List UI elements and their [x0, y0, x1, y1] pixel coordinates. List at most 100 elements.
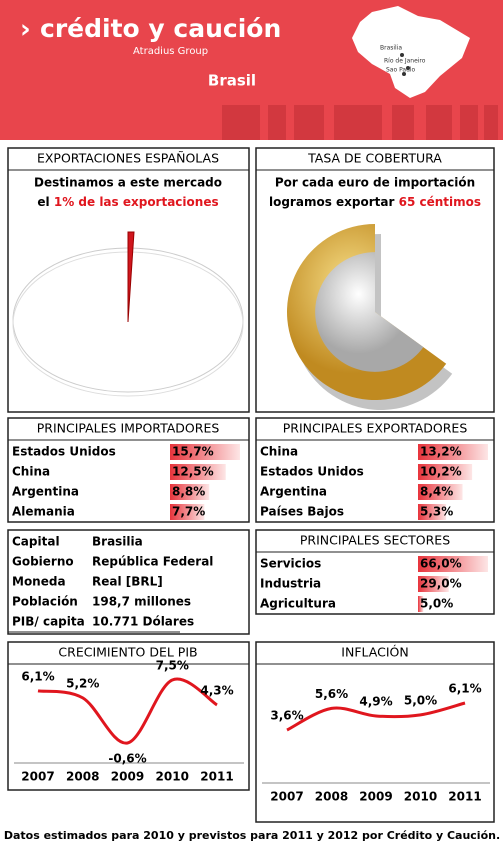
country: Brasil: [208, 72, 256, 90]
row-label: Alemania: [12, 505, 75, 519]
bar: [418, 444, 488, 460]
value-label: 12,5%: [172, 465, 214, 479]
value-label: 29,0%: [420, 577, 462, 591]
panel: [7, 147, 250, 413]
bar: [170, 464, 226, 480]
value-label: 7,5%: [156, 659, 189, 673]
info-value: República Federal: [92, 555, 213, 569]
info-value: Real [BRL]: [92, 575, 163, 589]
map: [352, 6, 470, 98]
bar: [170, 484, 210, 500]
panel-title: PRINCIPALES IMPORTADORES: [37, 421, 220, 436]
row-label: Industria: [260, 577, 321, 591]
bar: [418, 484, 463, 500]
panel-title: CRECIMIENTO DEL PIB: [58, 645, 197, 660]
bar: [170, 504, 205, 520]
value-label: 5,0%: [420, 597, 453, 611]
bar: [170, 444, 240, 460]
panel-title: PRINCIPALES SECTORES: [300, 533, 450, 548]
x-tick-label: 2008: [315, 790, 348, 804]
map-dot: [400, 53, 404, 57]
info-label: Gobierno: [12, 555, 74, 569]
value-label: 65 céntimos: [399, 195, 481, 209]
value-label: 4,9%: [359, 694, 392, 708]
text: logramos exportar: [269, 195, 394, 209]
row-label: Servicios: [260, 557, 321, 571]
x-tick-label: 2010: [156, 770, 189, 784]
panel-title: EXPORTACIONES ESPAÑOLAS: [37, 151, 219, 166]
map-dot: [406, 66, 410, 70]
value-label: 5,0%: [404, 693, 437, 707]
map-label: Sao Paulo: [386, 67, 416, 74]
value-label: 8,4%: [420, 485, 453, 499]
info-label: PIB/ capita: [12, 615, 85, 629]
pie-slice: [127, 231, 135, 323]
row-label: Países Bajos: [260, 505, 344, 519]
row-label: Agricultura: [260, 597, 336, 611]
info-label: Moneda: [12, 575, 66, 589]
x-tick-label: 2009: [359, 790, 392, 804]
header-deco: [222, 105, 498, 140]
panel-title: TASA DE COBERTURA: [307, 151, 442, 166]
value-label: 6,1%: [448, 682, 481, 696]
info-label: Capital: [12, 535, 60, 549]
value-label: 1%: [54, 195, 74, 209]
row-label: Estados Unidos: [12, 445, 116, 459]
panel: [7, 529, 250, 635]
bar: [418, 464, 473, 480]
bar: [418, 576, 449, 592]
text: Por cada euro de importación: [275, 176, 475, 190]
bar: [418, 596, 424, 612]
row-label: Estados Unidos: [260, 465, 364, 479]
value-label: 6,1%: [21, 669, 54, 683]
value-label: 13,2%: [420, 445, 462, 459]
x-tick-label: 2007: [270, 790, 303, 804]
x-tick-label: 2007: [21, 770, 54, 784]
map-label: Brasilia: [380, 45, 402, 52]
value-label: 8,8%: [172, 485, 205, 499]
brand: crédito y caución: [40, 14, 281, 43]
value-label: 4,3%: [200, 683, 233, 697]
row-label: China: [12, 465, 50, 479]
x-tick-label: 2008: [66, 770, 99, 784]
text: Destinamos a este mercado: [34, 176, 222, 190]
bar: [418, 504, 447, 520]
line: [286, 701, 466, 732]
row-label: China: [260, 445, 298, 459]
panel: [255, 641, 495, 823]
map-label: Río de Janeiro: [384, 58, 426, 65]
value-label: 66,0%: [420, 557, 462, 571]
text: el: [37, 195, 49, 209]
info-label: Población: [12, 595, 78, 609]
map-dot: [402, 72, 406, 76]
footer: Datos estimados para 2010 y previstos pa…: [4, 829, 500, 842]
text: de las exportaciones: [78, 195, 218, 209]
coin-center: [315, 252, 424, 372]
x-tick-label: 2010: [404, 790, 437, 804]
x-tick-label: 2009: [111, 770, 144, 784]
group: Atradius Group: [133, 46, 208, 57]
value-label: 10,2%: [420, 465, 462, 479]
panel-title: PRINCIPALES EXPORTADORES: [283, 421, 468, 436]
value-label: 7,7%: [172, 505, 205, 519]
info-value: 10.771 Dólares: [92, 615, 194, 629]
value-label: 5,6%: [315, 687, 348, 701]
panel-title: INFLACIÓN: [341, 645, 408, 660]
value-label: 3,6%: [270, 709, 303, 723]
line: [37, 677, 218, 745]
text: logramos exportar 65 céntimos: [269, 195, 481, 209]
info-value: 198,7 millones: [92, 595, 191, 609]
text: el 1% de las exportaciones: [37, 195, 218, 209]
x-tick-label: 2011: [200, 770, 233, 784]
row-label: Argentina: [260, 485, 327, 499]
row-label: Argentina: [12, 485, 79, 499]
value-label: -0,6%: [108, 752, 146, 766]
value-label: 5,2%: [66, 676, 99, 690]
value-label: 15,7%: [172, 445, 214, 459]
info-value: Brasilia: [92, 535, 143, 549]
logo-mark: ›: [20, 15, 31, 45]
value-label: 5,3%: [420, 505, 453, 519]
panel: [7, 641, 250, 791]
bar: [418, 556, 488, 572]
